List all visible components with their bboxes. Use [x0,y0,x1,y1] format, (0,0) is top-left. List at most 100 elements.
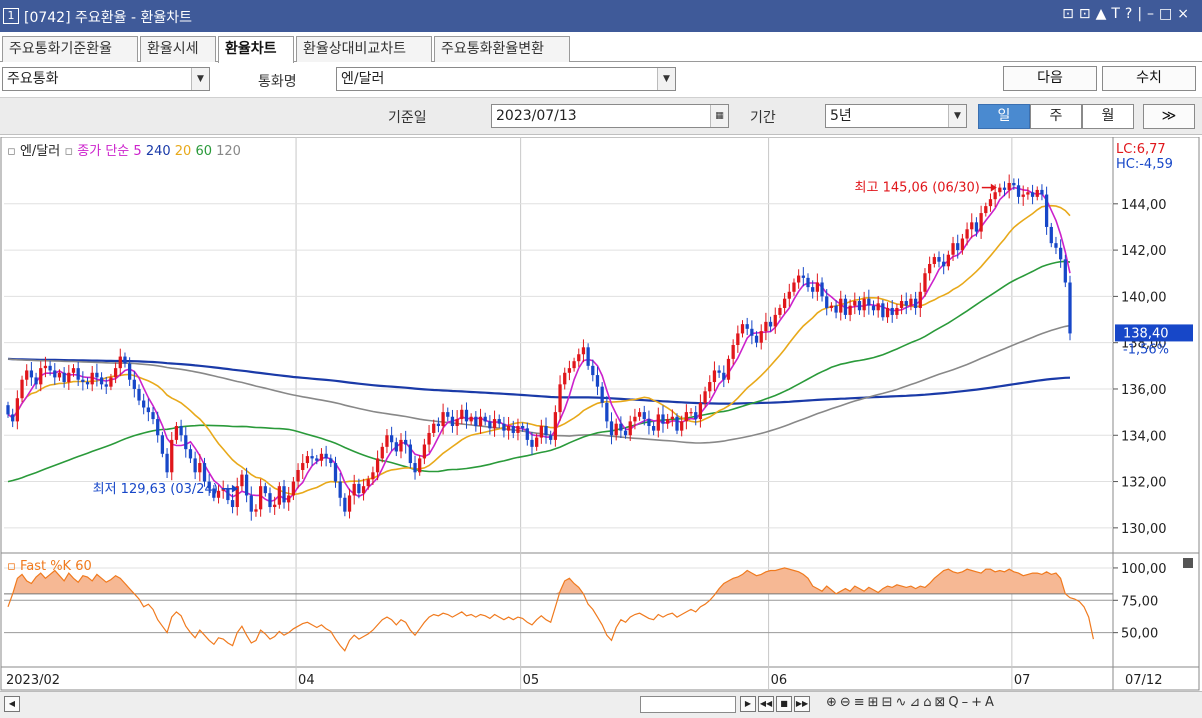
candle-body [6,405,10,415]
window-title: [0742] 주요환율 - 환율차트 [24,10,192,26]
ma-60-line [7,260,1071,483]
last-price-label: 138,40 [1123,326,1169,341]
candle-body [85,382,90,385]
scroll-thumb[interactable] [640,696,736,713]
candle-body [226,488,230,501]
ma-240-line [7,357,1071,405]
candle-body [633,416,637,422]
interval-weekly-button[interactable]: 주 [1030,104,1082,129]
rewind-icon[interactable]: ◀◀ [758,696,774,712]
hc-label: HC:-4,59 [1116,157,1173,172]
scroll-left-icon[interactable]: ◀ [4,696,20,712]
candle-body [909,298,913,306]
candle-body [90,372,94,385]
candle-body [600,386,604,403]
candle-body [535,437,539,447]
candle-body [132,379,136,389]
window-number-badge[interactable]: 1 [3,8,19,24]
low-arrowhead [231,484,238,493]
candle-body [530,439,534,447]
currency-select[interactable]: 엔/달러 ▼ [336,67,676,91]
candle-body [932,257,936,264]
candle-body [549,435,553,440]
candle-body [731,345,735,359]
candle-body [825,296,829,308]
value-button[interactable]: 수치 [1102,66,1196,91]
candle-body [39,368,43,385]
chevron-down-icon[interactable]: ▼ [657,68,675,90]
candle-body [455,419,459,427]
candle-body [567,368,572,373]
candle-body [432,423,436,433]
candle-body [558,384,562,413]
calendar-icon[interactable]: ▦ [710,105,728,127]
candle-body [488,421,492,429]
fast-forward-icon[interactable]: ▶▶ [794,696,810,712]
chart-toolbar: 기준일 2023/07/13 ▦ 기간 5년 ▼ 일 주 월 ≫ [0,97,1202,135]
tab-1[interactable]: 주요통화기준환율 [2,36,138,62]
chart-scrollbar[interactable]: ◀ ▶ ◀◀ ■ ▶▶ ⊕⊖≡⊞⊟∿⊿⌂⊠Q–+A [0,691,1202,718]
high-arrowhead [990,183,997,192]
candle-body [885,307,890,318]
candle-body [244,474,249,496]
candle-body [436,423,441,427]
candle-body [404,439,408,445]
chevron-down-icon[interactable]: ▼ [191,68,209,90]
candle-body [637,412,642,417]
candle-body [1012,182,1016,186]
candle-body [394,442,398,452]
expand-button[interactable]: ≫ [1143,104,1195,129]
tab-5[interactable]: 주요통화환율변환 [434,36,570,62]
stop-icon[interactable]: ■ [776,696,792,712]
candle-body [792,282,796,292]
candle-body [427,432,431,445]
candle-body [174,426,179,440]
candle-body [273,504,277,508]
candle-body [801,275,805,278]
candle-body [1049,226,1053,244]
candle-body [502,423,506,431]
x-tick-label: 07 [1014,673,1031,688]
tab-2[interactable]: 환율시세 [140,36,216,62]
x-tick-label: 06 [771,673,788,688]
title-bar: 1 [0742] 주요환율 - 환율차트 ⊡⊡▲T?|–□× [0,0,1202,32]
candle-body [577,354,581,362]
candle-body [258,486,263,510]
exchange-rate-chart[interactable]: 2023/02 04 05 06 07 07/12 130,00 132,00 134,00 13… [0,137,1202,691]
tab-4[interactable]: 환율상대비교차트 [296,36,432,62]
candle-body [1044,194,1049,227]
candle-body [170,439,174,473]
candle-body [928,263,932,274]
currency-label: 통화명 [258,74,297,90]
candle-body [619,423,623,431]
next-button[interactable]: 다음 [1003,66,1097,91]
candle-body [965,229,969,239]
candle-body [399,439,403,452]
candle-body [151,412,155,420]
scroll-right-icon[interactable]: ▶ [740,696,756,712]
group-select[interactable]: 주요통화 ▼ [2,67,210,91]
candle-body [104,384,108,387]
x-tick-label: 05 [523,673,540,688]
candle-body [123,356,127,364]
period-select[interactable]: 5년 ▼ [825,104,967,128]
candle-body [11,414,15,422]
chevron-down-icon[interactable]: ▼ [948,105,966,127]
candle-body [1021,194,1025,197]
window-tool-icons[interactable]: ⊡⊡▲T?|–□× [1062,6,1194,22]
candle-body [212,488,216,498]
tab-3[interactable]: 환율차트 [218,36,294,63]
candle-body [857,301,862,311]
candle-body [413,463,417,473]
interval-monthly-button[interactable]: 월 [1082,104,1134,129]
candle-body [450,416,455,427]
candle-body [834,305,838,313]
candle-body [193,458,197,473]
chart-tool-icons[interactable]: ⊕⊖≡⊞⊟∿⊿⌂⊠Q–+A [826,695,997,710]
interval-daily-button[interactable]: 일 [978,104,1030,129]
candle-body [202,463,207,482]
candle-body [614,423,618,436]
base-date-field[interactable]: 2023/07/13 ▦ [491,104,729,128]
candle-body [670,416,674,420]
candle-body [333,463,338,482]
